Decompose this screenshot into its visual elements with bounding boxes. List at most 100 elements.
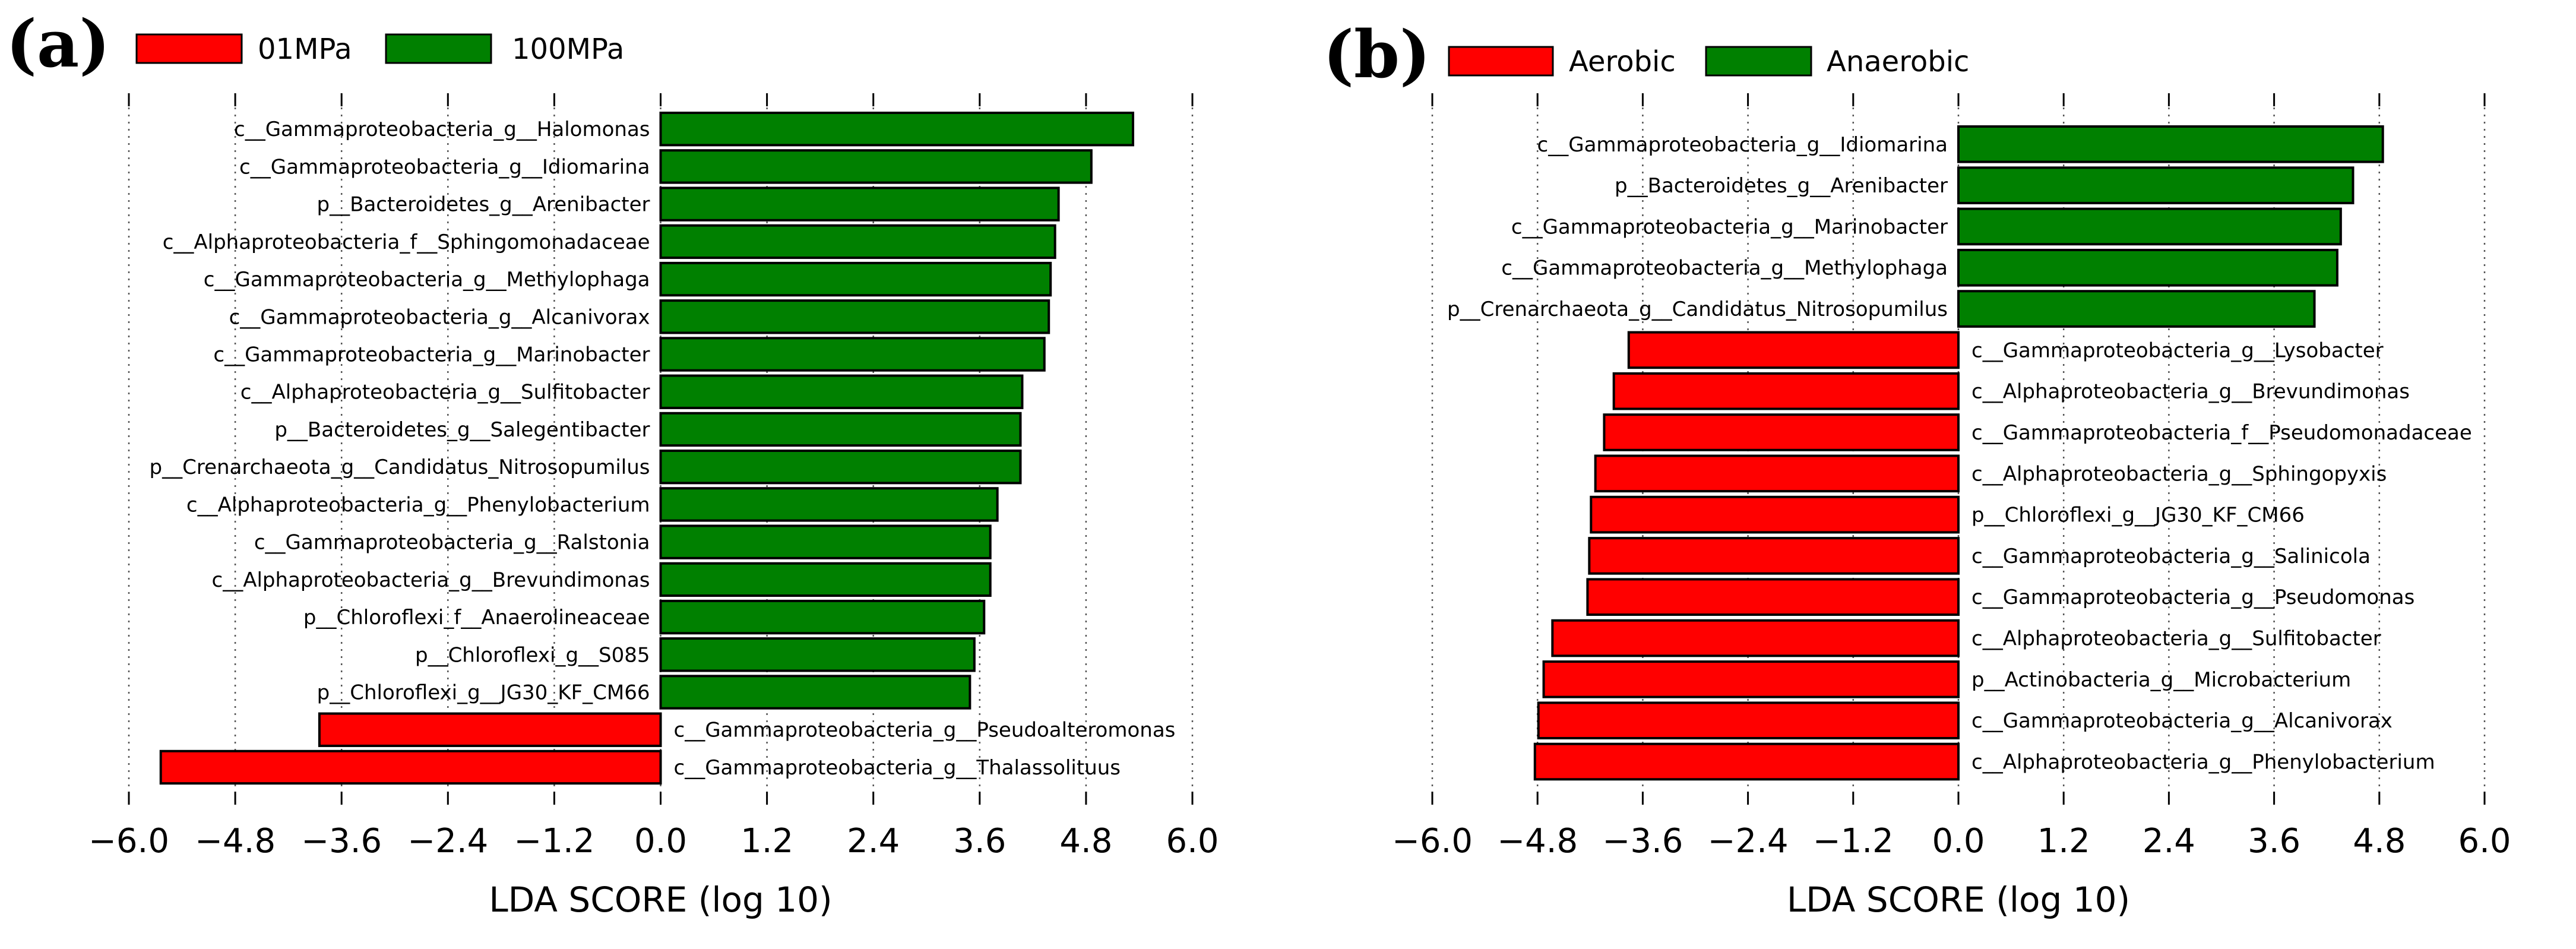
- panel-a-x-axis-label: LDA SCORE (log 10): [489, 880, 832, 920]
- panel-a-bar-label: c__Gammaproteobacteria_g__Halomonas: [234, 118, 650, 141]
- panel-b-bar: [1590, 495, 1960, 534]
- panel-a-bar: [659, 487, 999, 522]
- panel-b-bar-label: p__Crenarchaeota_g__Candidatus_Nitrosopu…: [1447, 298, 1948, 321]
- panel-a-bar: [159, 749, 662, 785]
- panel-a-bar: [659, 450, 1022, 485]
- panel-b-legend-label: Aerobic: [1569, 45, 1676, 78]
- panel-b-panel-label: (b): [1323, 16, 1431, 93]
- panel-b-bar: [1957, 166, 2355, 204]
- panel-a-bar: [659, 374, 1024, 409]
- panel-b-legend-label: Anaerobic: [1827, 45, 1969, 78]
- panel-b-tick-label: −6.0: [1392, 822, 1473, 861]
- panel-b-bar-label: c__Gammaproteobacteria_g__Salinicola: [1971, 545, 2371, 568]
- panel-b-bar-label: c__Alphaproteobacteria_g__Brevundimonas: [1971, 380, 2410, 404]
- panel-b-bar-label: c__Alphaproteobacteria_g__Phenylobacteri…: [1971, 750, 2435, 774]
- panel-a-bar: [318, 712, 662, 747]
- panel-a-bar: [659, 337, 1046, 372]
- panel-b-bar: [1603, 413, 1960, 451]
- panel-a-bar-label: c__Gammaproteobacteria_g__Ralstonia: [254, 531, 650, 555]
- panel-a-bar-label: c__Gammaproteobacteria_g__Marinobacter: [213, 343, 650, 367]
- panel-a-tick-label: −2.4: [407, 822, 488, 861]
- panel-b-x-axis-label: LDA SCORE (log 10): [1787, 880, 2130, 920]
- panel-b-tick-label: 2.4: [2143, 822, 2195, 861]
- panel-a-legend-swatch: [385, 33, 492, 64]
- panel-b-tick-label: 3.6: [2248, 822, 2300, 861]
- panel-b-bar: [1542, 660, 1960, 698]
- panel-a-tick-label: 3.6: [953, 822, 1006, 861]
- panel-b-bar-label: c__Gammaproteobacteria_g__Idiomarina: [1537, 133, 1948, 157]
- panel-b-bar-label: c__Gammaproteobacteria_f__Pseudomonadace…: [1971, 421, 2472, 445]
- panel-a-tick-label: 4.8: [1059, 822, 1112, 861]
- panel-b-bar-label: p__Bacteroidetes_g__Arenibacter: [1615, 174, 1948, 198]
- panel-a-bar-label: c__Gammaproteobacteria_g__Idiomarina: [239, 155, 650, 179]
- panel-a-bar-label: c__Gammaproteobacteria_g__Thalassolituus: [674, 756, 1121, 780]
- panel-b-legend-swatch: [1705, 46, 1812, 77]
- panel-b-bar-label: c__Gammaproteobacteria_g__Lysobacter: [1971, 339, 2384, 362]
- panel-b-tick-label: 1.2: [2037, 822, 2090, 861]
- panel-a-bar: [659, 412, 1022, 447]
- panel-a-bar: [659, 299, 1050, 334]
- panel-b-bar-label: c__Gammaproteobacteria_g__Marinobacter: [1511, 215, 1948, 239]
- panel-a-bar-label: c__Gammaproteobacteria_g__Pseudoalteromo…: [674, 719, 1176, 742]
- panel-a-bar-label: c__Alphaproteobacteria_g__Phenylobacteri…: [186, 493, 650, 517]
- panel-b-bar-label: p__Chloroflexi_g__JG30_KF_CM66: [1971, 504, 2305, 527]
- panel-a-bar: [659, 675, 971, 710]
- panel-a-tick-label: −4.8: [195, 822, 276, 861]
- panel-b-bar: [1957, 207, 2342, 246]
- panel-b-tick-label: −1.2: [1813, 822, 1894, 861]
- panel-b-bar: [1588, 537, 1960, 575]
- panel-a-bar: [659, 261, 1052, 297]
- panel-a-bar: [659, 224, 1056, 260]
- panel-b-bar-label: c__Alphaproteobacteria_g__Sulfitobacter: [1971, 627, 2381, 651]
- panel-b-tick-label: −3.6: [1602, 822, 1683, 861]
- panel-a-tick-label: 1.2: [740, 822, 793, 861]
- panel-a-bar-label: p__Chloroflexi_f__Anaerolineaceae: [303, 606, 650, 629]
- panel-a-bar-label: p__Crenarchaeota_g__Candidatus_Nitrosopu…: [150, 455, 650, 479]
- panel-a-bar-label: c__Alphaproteobacteria_f__Sphingomonadac…: [163, 230, 650, 254]
- panel-b-bar: [1594, 454, 1960, 493]
- panel-a-bar-label: p__Chloroflexi_g__S085: [415, 643, 650, 667]
- panel-b-bar: [1957, 125, 2384, 163]
- panel-b-bar-label: c__Gammaproteobacteria_g__Alcanivorax: [1971, 709, 2393, 733]
- panel-a-bar: [659, 599, 986, 635]
- panel-b-tick-label: 4.8: [2353, 822, 2406, 861]
- panel-a-tick-label: −3.6: [301, 822, 382, 861]
- panel-b-bar-label: c__Gammaproteobacteria_g__Methylophaga: [1501, 257, 1948, 280]
- panel-b-bar-label: c__Gammaproteobacteria_g__Pseudomonas: [1971, 586, 2414, 609]
- panel-b-bar: [1533, 742, 1960, 781]
- panel-a-bar: [659, 562, 992, 597]
- panel-a-legend-label: 100MPa: [512, 33, 624, 66]
- panel-b-bar: [1627, 331, 1960, 369]
- panel-a-bar: [659, 637, 976, 672]
- panel-a-legend-swatch: [135, 33, 243, 64]
- panel-b-bar-label: c__Alphaproteobacteria_g__Sphingopyxis: [1971, 462, 2387, 486]
- panel-a-bar: [659, 524, 992, 559]
- panel-a-tick-label: 2.4: [847, 822, 900, 861]
- panel-b-legend-swatch: [1448, 46, 1554, 77]
- panel-b-tick-label: 0.0: [1932, 822, 1985, 861]
- panel-b-bar: [1957, 248, 2338, 287]
- panel-b-bar: [1957, 290, 2316, 328]
- panel-a-bar-label: p__Bacteroidetes_g__Salegentibacter: [274, 418, 650, 442]
- panel-a-legend-label: 01MPa: [258, 33, 352, 66]
- panel-a-bar-label: c__Gammaproteobacteria_g__Methylophaga: [204, 268, 650, 292]
- panel-a-bar: [659, 112, 1135, 147]
- panel-b-bar: [1586, 578, 1960, 616]
- panel-a-bar-label: c__Alphaproteobacteria_g__Brevundimonas: [212, 568, 650, 592]
- panel-a-bar-label: p__Chloroflexi_g__JG30_KF_CM66: [317, 681, 650, 705]
- panel-a-bar: [659, 149, 1093, 184]
- panel-b-bar: [1537, 701, 1960, 739]
- panel-a-tick-label: 0.0: [634, 822, 687, 861]
- panel-b-tick-label: −4.8: [1497, 822, 1578, 861]
- panel-b-tick-label: −2.4: [1708, 822, 1789, 861]
- panel-b-tick-label: 6.0: [2458, 822, 2511, 861]
- panel-a-bar-label: p__Bacteroidetes_g__Arenibacter: [317, 193, 650, 217]
- panel-b-bar: [1612, 372, 1960, 410]
- panel-a-tick-label: −1.2: [514, 822, 594, 861]
- panel-a-tick-label: 6.0: [1166, 822, 1219, 861]
- panel-b-bar: [1551, 619, 1960, 657]
- panel-a-panel-label: (a): [6, 5, 110, 82]
- panel-a-tick-label: −6.0: [88, 822, 169, 861]
